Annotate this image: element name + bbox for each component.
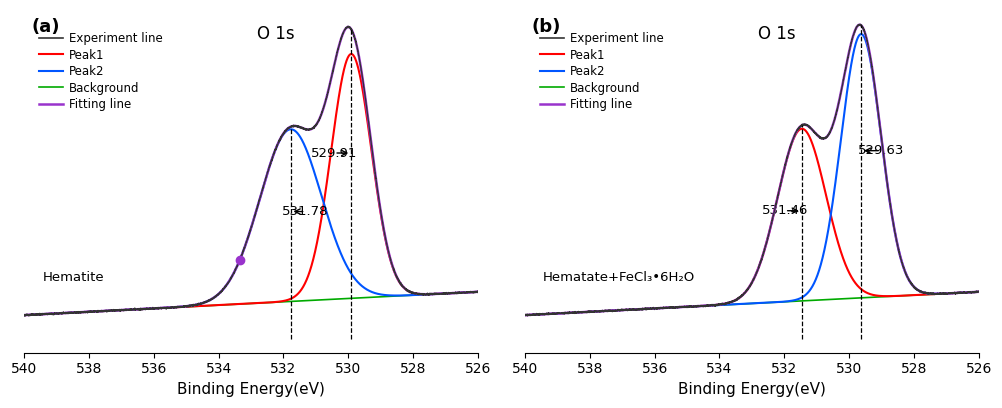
Text: O 1s: O 1s: [758, 25, 795, 43]
Text: (a): (a): [31, 18, 59, 36]
Legend: Experiment line, Peak1, Peak2, Background, Fitting line: Experiment line, Peak1, Peak2, Backgroun…: [535, 27, 667, 116]
Text: (b): (b): [531, 18, 561, 36]
Text: O 1s: O 1s: [257, 25, 295, 43]
X-axis label: Binding Energy(eV): Binding Energy(eV): [677, 382, 825, 397]
Text: 529.63: 529.63: [857, 144, 903, 157]
Legend: Experiment line, Peak1, Peak2, Background, Fitting line: Experiment line, Peak1, Peak2, Backgroun…: [35, 27, 167, 116]
Text: Hematate+FeCl₃•6H₂O: Hematate+FeCl₃•6H₂O: [543, 271, 694, 284]
X-axis label: Binding Energy(eV): Binding Energy(eV): [177, 382, 325, 397]
Text: 531.78: 531.78: [282, 205, 329, 218]
Text: Hematite: Hematite: [42, 271, 104, 284]
Text: 531.46: 531.46: [761, 204, 808, 217]
Text: 529.91: 529.91: [311, 146, 357, 160]
